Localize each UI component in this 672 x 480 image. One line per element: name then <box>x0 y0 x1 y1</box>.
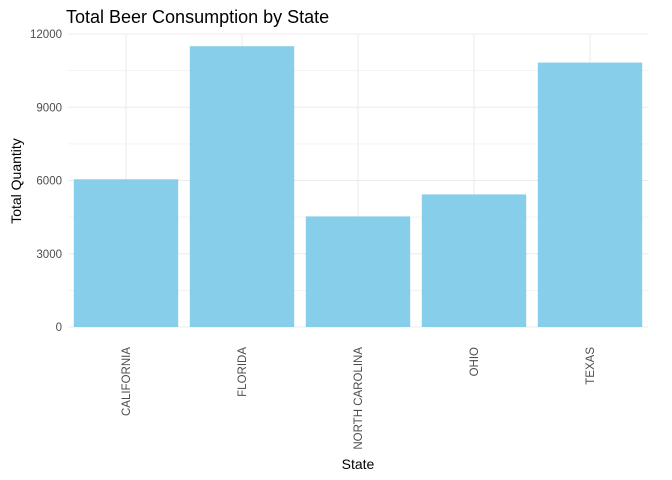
chart-title: Total Beer Consumption by State <box>66 7 329 27</box>
x-axis-title: State <box>342 456 375 472</box>
bar-florida <box>189 46 295 327</box>
x-tick-label: NORTH CAROLINA <box>353 347 365 450</box>
x-tick-label: CALIFORNIA <box>121 347 133 416</box>
bar-ohio <box>421 194 527 327</box>
x-tick-label: FLORIDA <box>237 347 249 397</box>
y-tick-label: 6000 <box>36 176 62 188</box>
bar-texas <box>537 62 643 327</box>
x-axis-tick-labels: CALIFORNIA FLORIDA NORTH CAROLINA OHIO TEXAS <box>121 347 597 450</box>
bars <box>73 46 643 327</box>
x-tick-label: TEXAS <box>585 347 597 385</box>
y-tick-label: 0 <box>56 322 62 334</box>
y-tick-label: 3000 <box>36 249 62 261</box>
y-tick-label: 12000 <box>30 29 62 41</box>
y-axis-title: Total Quantity <box>8 138 24 224</box>
x-tick-label: OHIO <box>469 347 481 376</box>
bar-north-carolina <box>305 216 411 327</box>
bar-california <box>73 179 179 327</box>
y-tick-label: 9000 <box>36 102 62 114</box>
y-axis-tick-labels: 0 3000 6000 9000 12000 <box>30 29 62 334</box>
